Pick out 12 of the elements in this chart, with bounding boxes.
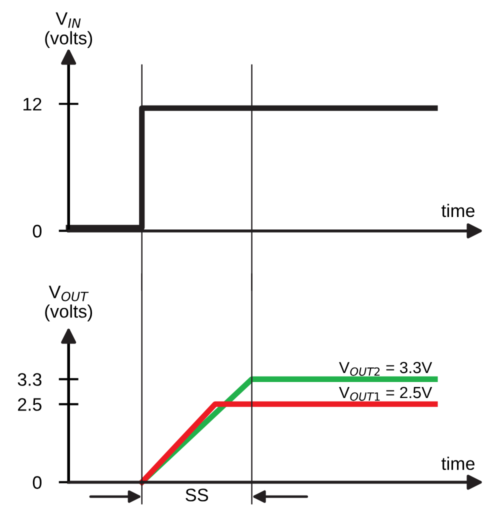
y-tick-label: 3.3 — [18, 373, 42, 386]
y-tick-label: 0 — [32, 476, 42, 489]
y-tick-label: 12 — [24, 98, 42, 110]
text: SS — [186, 488, 208, 502]
series-label: V$_{OUT1}$ = 2.5V — [339, 386, 432, 401]
y-tick-label: 2.5 — [18, 398, 42, 411]
y-axis-title: V$_{IN}$ (volts) — [45, 12, 92, 48]
series-label: V$_{OUT2}$ = 3.3V — [339, 362, 432, 376]
x-axis-title: time — [441, 204, 474, 218]
y-axis-title: V$_{OUT}$ (volts) — [45, 286, 92, 322]
y-tick-label: 0 — [32, 224, 42, 238]
x-axis-title: time — [441, 456, 474, 470]
